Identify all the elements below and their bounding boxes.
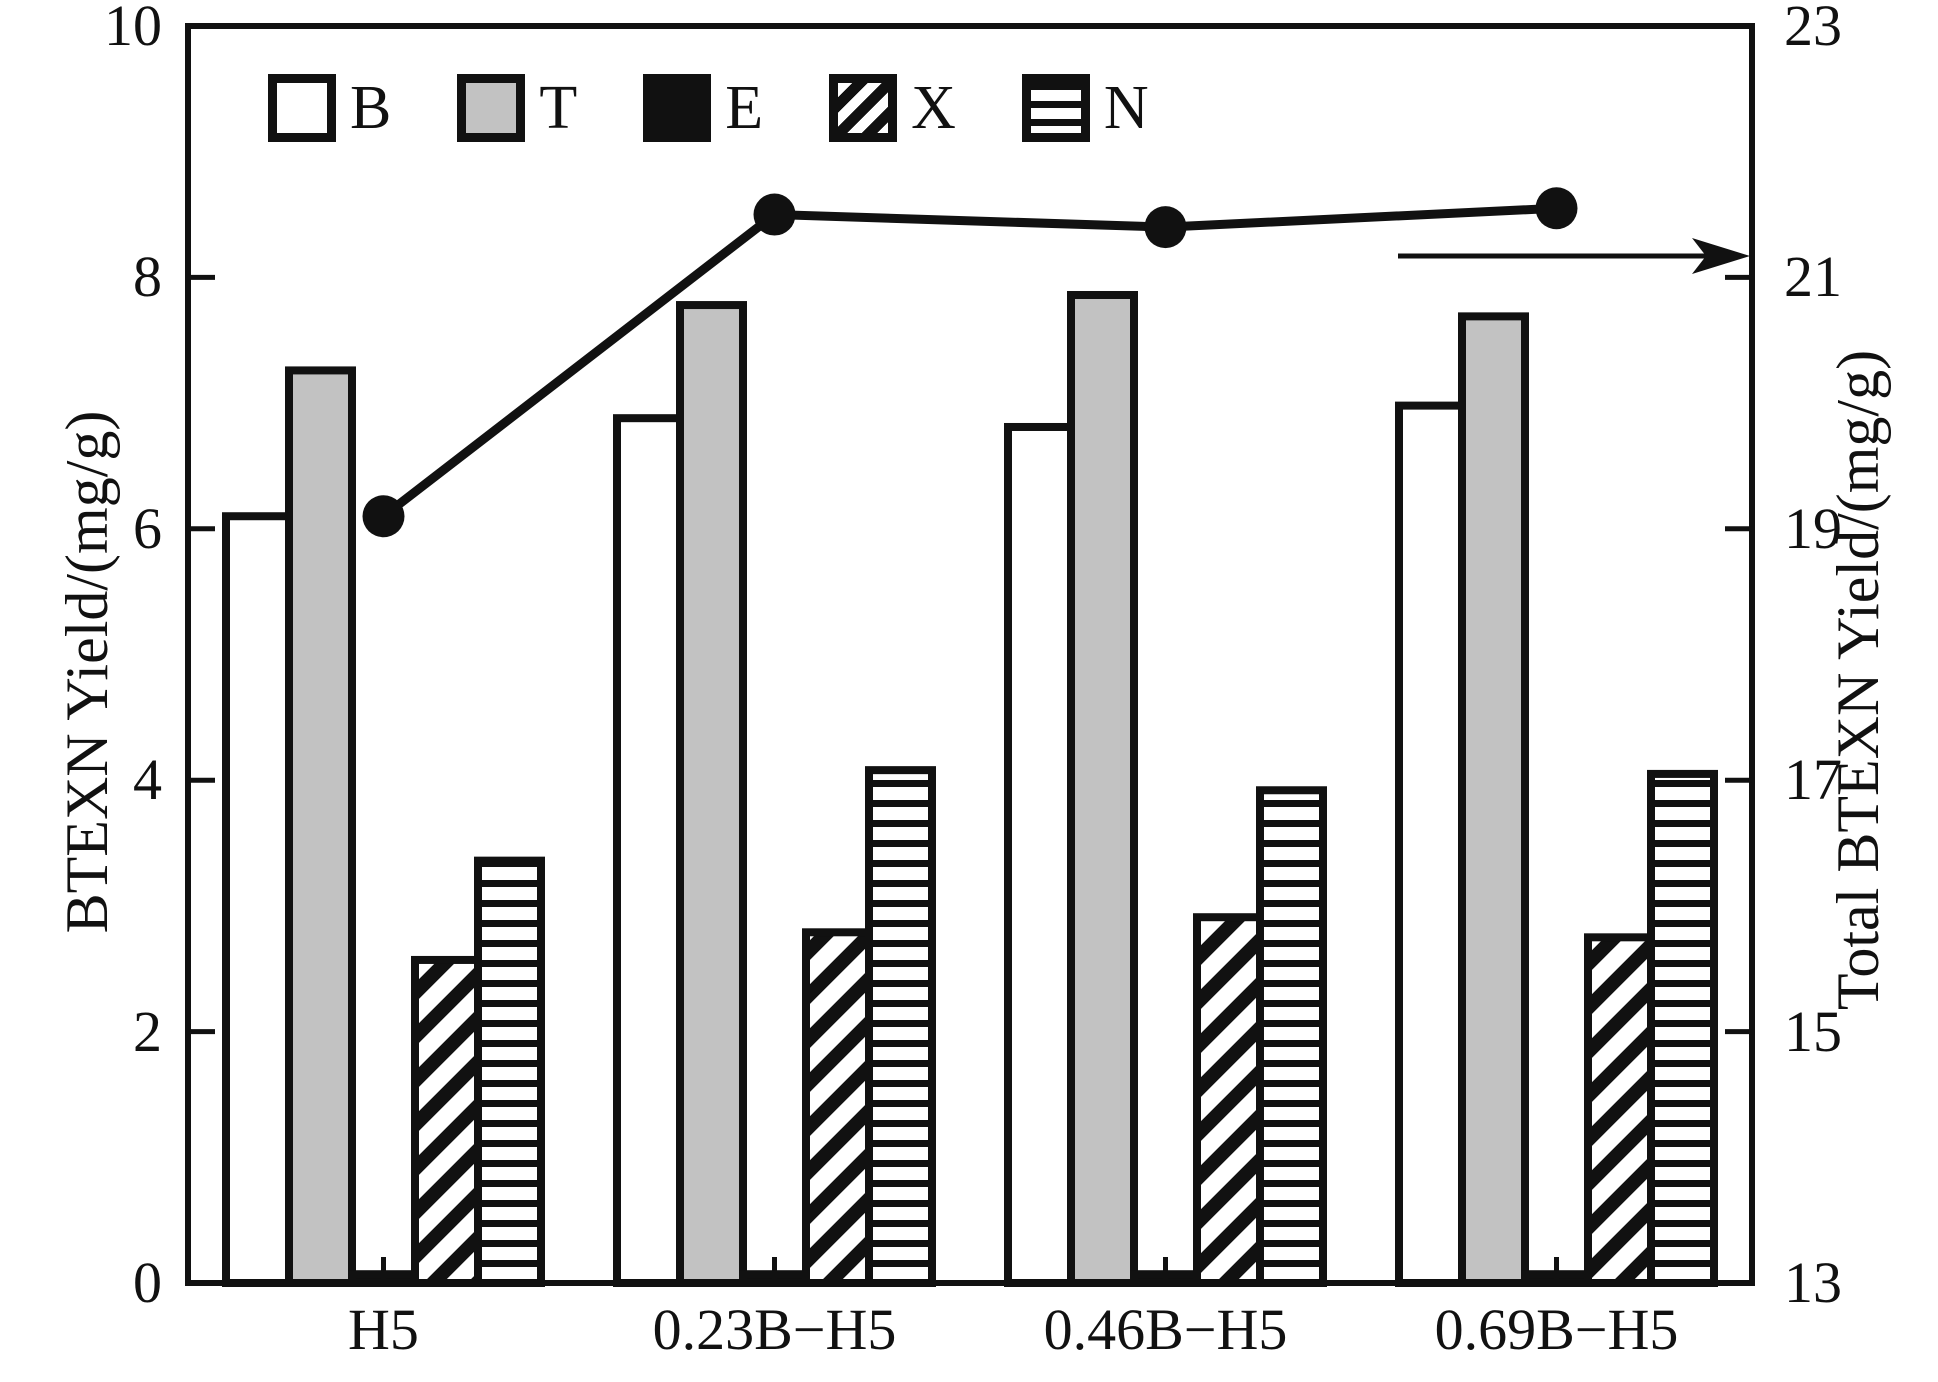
total-yield-point-0.69B−H5 (1535, 187, 1578, 230)
legend-label-t: T (539, 74, 578, 142)
legend-item-e: E (643, 74, 763, 142)
x-category-label-2: 0.46B−H5 (1043, 1297, 1288, 1362)
legend-item-t: T (457, 74, 577, 142)
bar-T-0.46B−H5 (1067, 290, 1138, 1287)
right-axis-tick-label-17: 17 (1784, 747, 1842, 813)
bar-B-0.23B−H5 (613, 414, 684, 1287)
right-axis-tick-label-15: 15 (1784, 998, 1842, 1064)
total-yield-point-0.23B−H5 (753, 193, 796, 236)
legend-item-n: N (1021, 74, 1149, 142)
bar-X-H5 (411, 955, 482, 1287)
bar-X-0.69B−H5 (1584, 933, 1655, 1287)
bar-B-0.69B−H5 (1395, 401, 1466, 1287)
x-category-label-3: 0.69B−H5 (1434, 1297, 1679, 1362)
axes-layer (185, 23, 1755, 1286)
bar-T-0.23B−H5 (676, 301, 747, 1287)
left-axis-tick-label-2: 2 (133, 998, 162, 1064)
right-axis-tick-label-21: 21 (1784, 244, 1842, 310)
bars-layer (222, 290, 1718, 1288)
legend-swatch-b (268, 74, 336, 142)
left-axis-tick-label-6: 6 (133, 495, 162, 561)
left-axis-tick-label-8: 8 (133, 244, 162, 310)
bar-N-0.46B−H5 (1256, 786, 1327, 1287)
left-axis-tick-label-0: 0 (133, 1250, 162, 1315)
plot-border (185, 23, 1755, 1286)
right-axis-tick-label-23: 23 (1784, 0, 1842, 58)
left-axis-title: BTEXN Yield/(mg/g) (54, 410, 120, 934)
right-axis-tick-label-19: 19 (1784, 495, 1842, 561)
bar-X-0.23B−H5 (802, 928, 873, 1287)
left-axis-tick-label-4: 4 (133, 747, 162, 813)
right-axis-arrow-head (1692, 238, 1750, 274)
bar-N-0.23B−H5 (865, 766, 936, 1287)
x-category-label-0: H5 (348, 1297, 419, 1362)
legend-item-x: X (829, 74, 956, 142)
legend-swatch-t (457, 74, 526, 142)
legend-swatch-n (1021, 74, 1090, 142)
bar-T-H5 (285, 366, 356, 1287)
total-yield-line (380, 203, 1557, 520)
legend-label-x: X (911, 74, 956, 142)
bar-N-H5 (474, 856, 545, 1287)
legend-label-e: E (725, 74, 764, 142)
x-category-label-1: 0.23B−H5 (652, 1297, 897, 1362)
total-yield-point-H5 (362, 495, 405, 538)
legend-swatch-x (829, 74, 898, 142)
right-axis-title: Total BTEXN Yield/(mg/g) (1825, 349, 1891, 1011)
left-axis-tick-label-10: 10 (104, 0, 162, 58)
right-axis-tick-label-13: 13 (1784, 1250, 1842, 1315)
legend-label-n: N (1103, 74, 1149, 142)
legend-item-b: B (268, 74, 391, 142)
legend-swatch-e (643, 74, 712, 142)
bar-B-H5 (222, 512, 293, 1287)
total-yield-point-0.46B−H5 (1144, 206, 1187, 249)
line-series-layer (362, 187, 1750, 538)
legend-label-b: B (350, 74, 392, 142)
bar-T-0.69B−H5 (1458, 312, 1529, 1287)
bar-N-0.69B−H5 (1647, 769, 1718, 1287)
bar-X-0.46B−H5 (1193, 913, 1264, 1287)
bar-B-0.46B−H5 (1004, 422, 1075, 1288)
legend: B T E X N (268, 74, 1149, 142)
